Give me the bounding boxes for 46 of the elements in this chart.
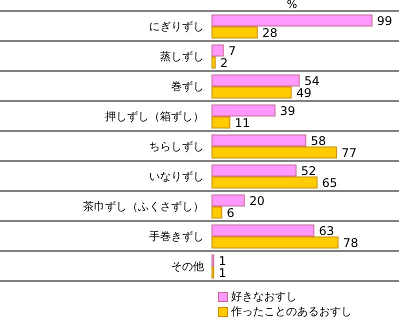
bar: [212, 86, 292, 98]
bar: [212, 176, 318, 188]
y-tick-label: にぎりずし: [149, 20, 204, 33]
data-label: 77: [341, 146, 357, 160]
bar: [212, 56, 216, 68]
data-label: 28: [262, 26, 278, 40]
y-tick-label: 巻ずし: [171, 80, 204, 93]
bar: [212, 194, 245, 206]
data-label: 78: [343, 236, 358, 250]
bar: [212, 206, 222, 218]
y-tick-label: 押しずし（箱ずし）: [105, 110, 204, 123]
bar: [212, 116, 230, 128]
data-label: 1: [218, 266, 226, 280]
bar: [212, 236, 339, 248]
data-label: 1: [218, 254, 226, 268]
y-tick-label: 手巻きずし: [149, 230, 204, 243]
data-label: 99: [377, 14, 392, 28]
y-tick-label: ちらしずし: [149, 140, 204, 153]
bar: [212, 26, 258, 38]
bar: [212, 104, 276, 116]
x-axis-title: %: [286, 0, 298, 11]
data-label: 58: [310, 134, 326, 148]
bar: [212, 74, 300, 86]
data-label: 7: [228, 44, 236, 58]
bar: [212, 164, 297, 176]
y-tick-label: その他: [171, 260, 204, 273]
bar: [212, 14, 372, 26]
bar: [212, 224, 314, 236]
data-label: 39: [280, 104, 296, 118]
data-label: 54: [304, 74, 320, 88]
legend-label: 好きなおすし: [231, 289, 297, 304]
data-label: 63: [318, 224, 334, 238]
data-label: 65: [322, 176, 338, 190]
bar: [212, 134, 306, 146]
data-label: 20: [249, 194, 265, 208]
data-label: 52: [301, 164, 316, 178]
y-tick-label: いなりずし: [149, 170, 204, 183]
y-tick-label: 蒸しずし: [160, 50, 204, 63]
data-label: 49: [296, 86, 312, 100]
bar: [212, 44, 224, 56]
legend-label: 作ったことのあるおすし: [231, 304, 352, 319]
y-tick-label: 茶巾ずし（ふくさずし）: [83, 200, 204, 213]
data-label: 11: [234, 116, 250, 130]
data-label: 2: [220, 56, 228, 70]
data-label: 6: [226, 206, 234, 220]
bar: [212, 146, 337, 158]
